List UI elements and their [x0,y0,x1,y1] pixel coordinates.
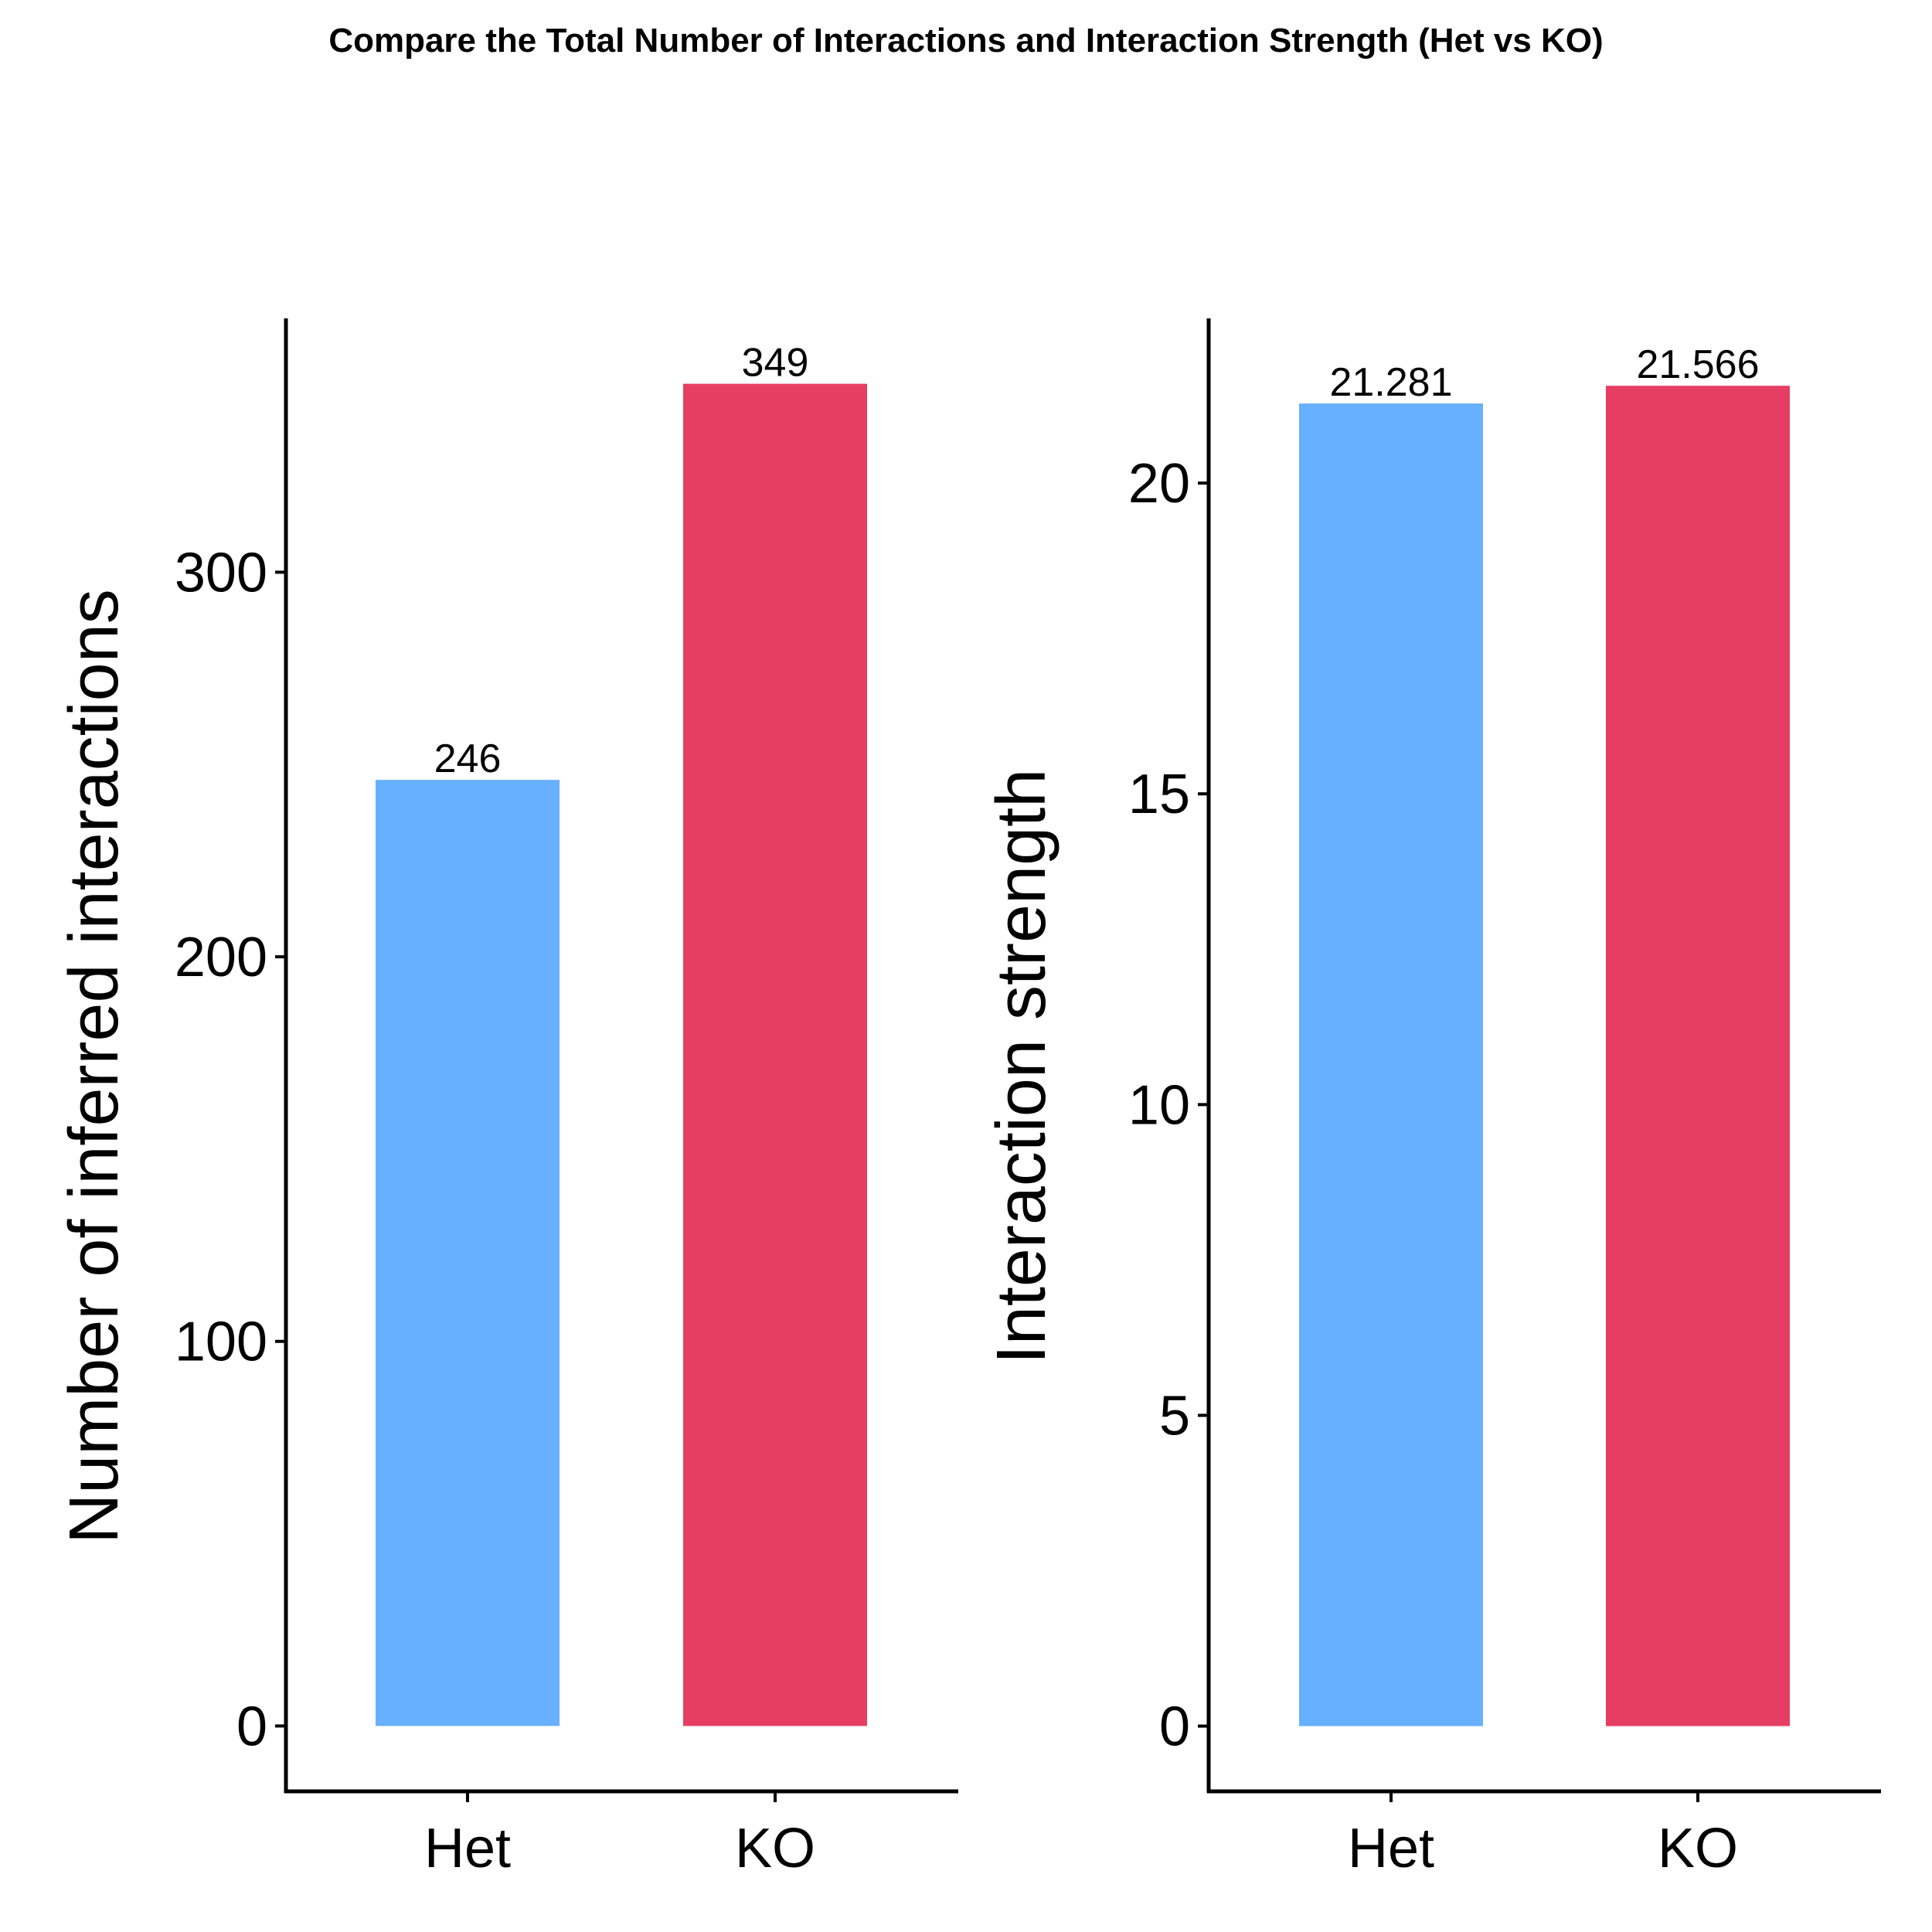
x-tick-label: KO [735,1818,815,1879]
y-tick-label: 15 [1128,764,1190,825]
y-tick-label: 200 [175,927,267,988]
x-tick-label: KO [1658,1818,1738,1879]
data-label: 246 [434,736,502,781]
data-label: 21.281 [1329,360,1452,405]
y-axis-title: Number of inferred interactions [56,589,133,1544]
y-axis-title: Interaction strength [983,769,1060,1364]
y-tick-label: 300 [175,542,267,604]
bar-het [1299,403,1483,1726]
chart-title: Compare the Total Number of Interactions… [328,22,1604,60]
panel-interaction-strength: 21.281 21.566 0 5 10 15 20 Het KO Interaction str… [983,318,1881,1879]
bar-ko [683,383,867,1726]
bar-het [376,780,560,1726]
data-label: 349 [742,341,809,386]
y-tick-label: 20 [1128,453,1190,515]
bar-ko [1606,386,1790,1726]
x-tick-label: Het [1348,1818,1434,1879]
data-label: 21.566 [1636,342,1759,387]
y-tick-label: 0 [236,1696,267,1757]
y-tick-label: 10 [1128,1074,1190,1136]
y-tick-label: 0 [1159,1696,1190,1758]
y-tick-label: 5 [1159,1385,1190,1447]
panel-interaction-count: 246 349 0 100 200 300 Het KO Number of inferred … [56,318,958,1879]
y-tick-label: 100 [175,1311,267,1373]
x-tick-label: Het [424,1818,511,1879]
